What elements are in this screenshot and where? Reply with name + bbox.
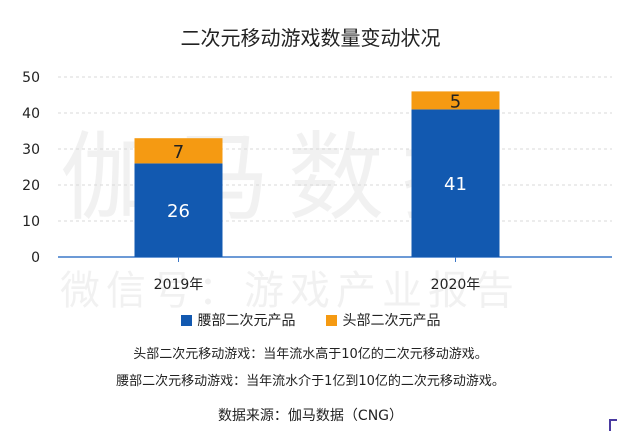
stacked-bar-chart: 0 10 20 30 40 50 26 7 2019年 41 5 2020年: [22, 70, 612, 293]
legend-swatch-head: [325, 314, 337, 326]
data-label: 7: [173, 142, 184, 163]
note-head-definition: 头部二次元移动游戏：当年流水高于10亿的二次元移动游戏。: [133, 347, 488, 362]
y-tick-label: 40: [22, 106, 40, 122]
y-tick-label: 0: [31, 250, 40, 266]
y-tick-label: 50: [22, 70, 40, 86]
bar-segment: [411, 109, 500, 258]
legend-label-waist: 腰部二次元产品: [197, 313, 296, 329]
bar-segment: [134, 138, 223, 164]
chart-title: 二次元移动游戏数量变动状况: [180, 26, 441, 50]
x-tick-label: 2020年: [431, 277, 481, 293]
legend: 腰部二次元产品 头部二次元产品: [0, 310, 621, 330]
legend-item-waist: 腰部二次元产品: [180, 310, 296, 330]
y-tick-label: 20: [22, 178, 40, 194]
data-source: 数据来源：伽马数据（CNG）: [217, 408, 404, 424]
watermark-sub: 微信号：游戏产业报告: [60, 268, 520, 314]
data-label: 5: [450, 91, 461, 112]
data-label: 26: [167, 201, 190, 222]
legend-swatch-waist: [180, 314, 192, 326]
note-waist-definition: 腰部二次元移动游戏：当年流水介于1亿到10亿的二次元移动游戏。: [116, 374, 505, 389]
y-tick-label: 10: [22, 214, 40, 230]
bar-segment: [411, 91, 500, 110]
y-tick-label: 30: [22, 142, 40, 158]
corner-mark-icon: [609, 419, 617, 431]
legend-label-head: 头部二次元产品: [342, 313, 441, 329]
data-label: 41: [444, 174, 467, 195]
bar-segment: [134, 163, 223, 257]
legend-item-head: 头部二次元产品: [325, 310, 441, 330]
x-tick-label: 2019年: [154, 277, 204, 293]
